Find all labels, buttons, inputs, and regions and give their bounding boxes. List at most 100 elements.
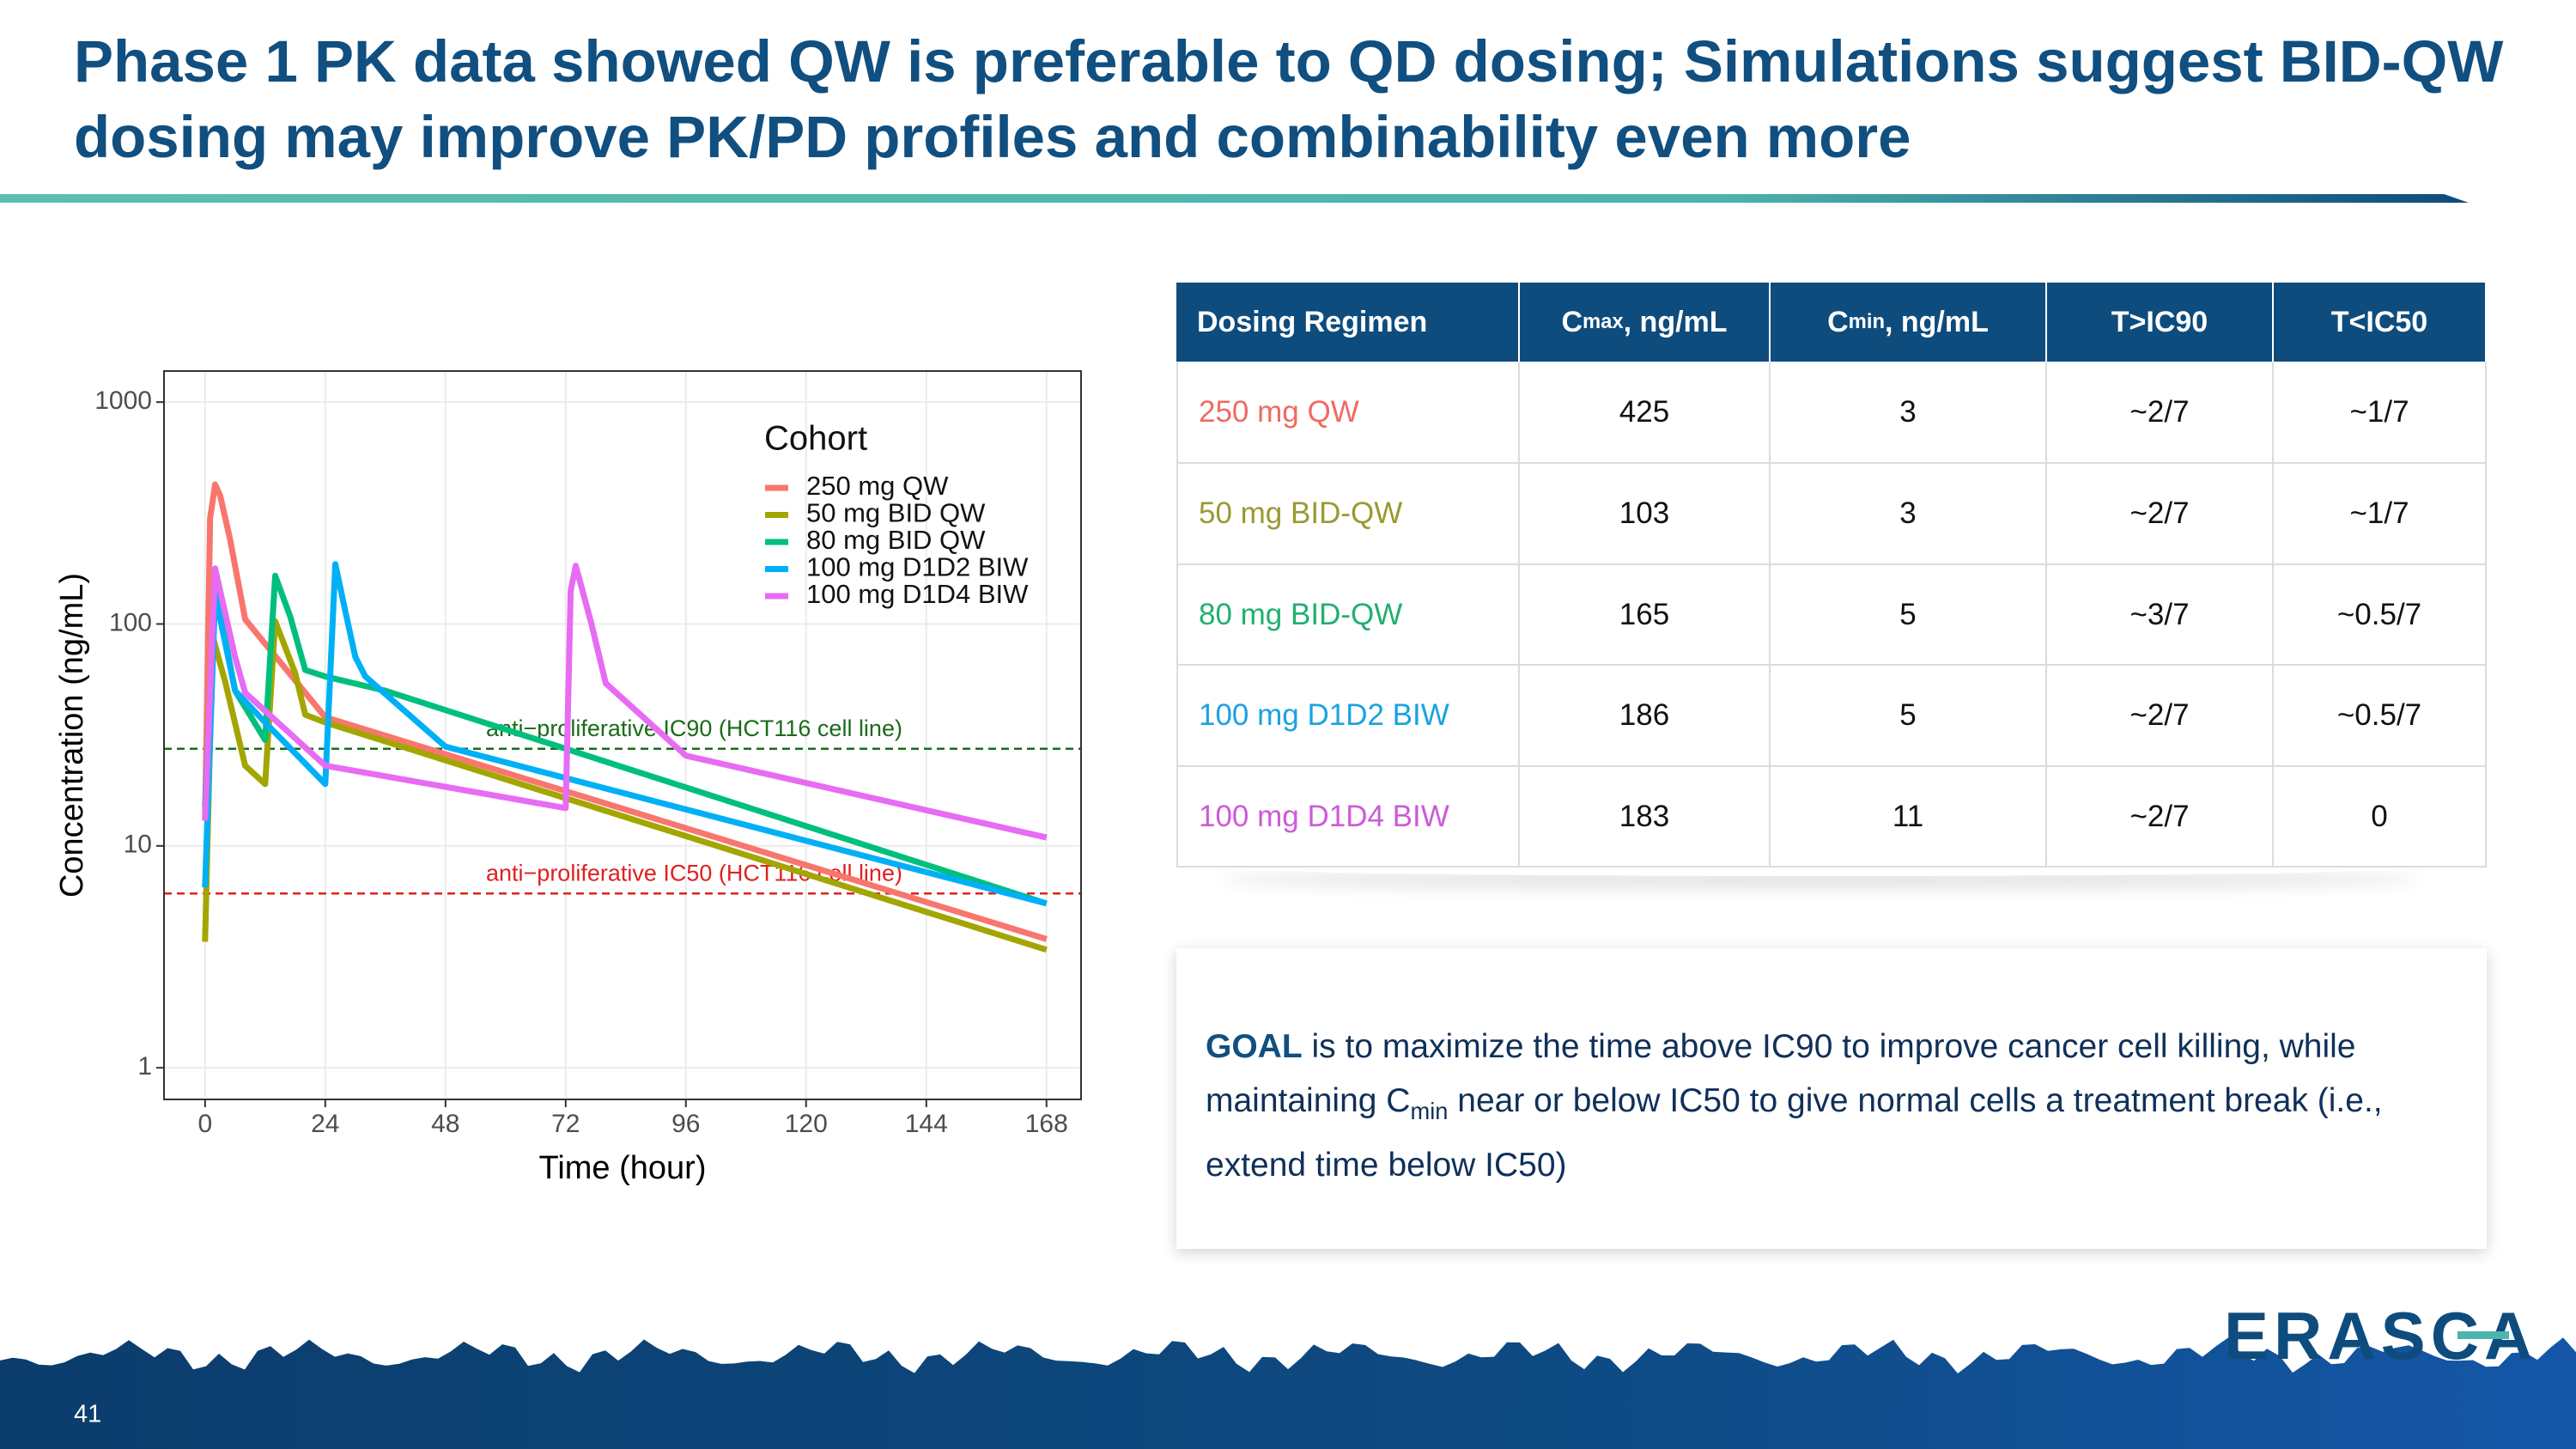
table-cell: 5 bbox=[1771, 666, 2047, 767]
table-cell: ~2/7 bbox=[2047, 767, 2274, 868]
goal-box: GOAL is to maximize the time above IC90 … bbox=[1176, 948, 2487, 1249]
header-subscript: max bbox=[1583, 310, 1624, 333]
header-text: , ng/mL bbox=[1623, 305, 1728, 338]
table-cell: 50 mg BID-QW bbox=[1176, 464, 1520, 565]
table-cell: 250 mg QW bbox=[1176, 362, 1520, 464]
table-header-cell: T>IC90 bbox=[2047, 283, 2274, 362]
cell-text: ~1/7 bbox=[2349, 394, 2409, 429]
header-text: C bbox=[1827, 305, 1849, 338]
reference-label: anti−proliferative IC90 (HCT116 cell lin… bbox=[486, 715, 902, 741]
cell-text: 165 bbox=[1619, 597, 1670, 631]
goal-sub: min bbox=[1410, 1097, 1449, 1124]
cell-text: ~3/7 bbox=[2129, 597, 2190, 631]
goal-text: is to maximize the time above IC90 to im… bbox=[1206, 1028, 2356, 1119]
table-cell: 103 bbox=[1520, 464, 1771, 565]
series-line bbox=[202, 561, 1048, 907]
table-cell: 165 bbox=[1520, 565, 1771, 666]
legend-label: 100 mg D1D4 BIW bbox=[806, 579, 1029, 609]
table-cell: 0 bbox=[2274, 767, 2487, 868]
cell-text: 250 mg QW bbox=[1199, 394, 1359, 429]
page-number: 41 bbox=[74, 1401, 101, 1428]
table-cell: ~0.5/7 bbox=[2274, 666, 2487, 767]
header-text: T<IC50 bbox=[2330, 305, 2428, 338]
cell-text: ~0.5/7 bbox=[2336, 597, 2422, 631]
cell-text: ~0.5/7 bbox=[2336, 698, 2422, 732]
slide-title: Phase 1 PK data showed QW is preferable … bbox=[74, 28, 2504, 170]
table-cell: ~1/7 bbox=[2274, 362, 2487, 464]
legend-label: 100 mg D1D2 BIW bbox=[806, 552, 1029, 582]
plot-panel bbox=[164, 371, 1081, 1099]
cell-text: 50 mg BID-QW bbox=[1199, 496, 1403, 530]
table-header-cell: Dosing Regimen bbox=[1176, 283, 1520, 362]
cell-text: 186 bbox=[1619, 698, 1670, 732]
cell-text: 5 bbox=[1899, 698, 1917, 732]
header-text: C bbox=[1561, 305, 1583, 338]
y-tick-label: 1000 bbox=[94, 387, 152, 415]
table-cell: 183 bbox=[1520, 767, 1771, 868]
table-cell: 80 mg BID-QW bbox=[1176, 565, 1520, 666]
cell-text: ~1/7 bbox=[2349, 496, 2409, 530]
footer: 41 bbox=[0, 1337, 2576, 1449]
table-cell: ~3/7 bbox=[2047, 565, 2274, 666]
table-cell: 100 mg D1D2 BIW bbox=[1176, 666, 1520, 767]
cell-text: 100 mg D1D2 BIW bbox=[1199, 698, 1449, 732]
table-cell: 186 bbox=[1520, 666, 1771, 767]
cell-text: 103 bbox=[1619, 496, 1670, 530]
cell-text: 100 mg D1D4 BIW bbox=[1199, 799, 1449, 833]
table-cell: ~2/7 bbox=[2047, 464, 2274, 565]
cell-text: ~2/7 bbox=[2129, 698, 2190, 732]
x-tick-label: 168 bbox=[1025, 1110, 1068, 1138]
table-cell: ~0.5/7 bbox=[2274, 565, 2487, 666]
header-subscript: min bbox=[1848, 310, 1885, 333]
legend-title: Cohort bbox=[764, 420, 867, 458]
cell-text: ~2/7 bbox=[2129, 394, 2190, 429]
footer-band bbox=[0, 1337, 2576, 1449]
cell-text: 3 bbox=[1899, 496, 1917, 530]
goal-text: near or below IC50 to give normal cells … bbox=[1206, 1082, 2383, 1184]
x-tick-label: 72 bbox=[551, 1110, 580, 1138]
x-tick-label: 0 bbox=[197, 1110, 212, 1138]
x-tick-label: 24 bbox=[311, 1110, 339, 1138]
cell-text: 5 bbox=[1899, 597, 1917, 631]
header-text: , ng/mL bbox=[1884, 305, 1989, 338]
table-cell: 425 bbox=[1520, 362, 1771, 464]
table-cell: 3 bbox=[1771, 464, 2047, 565]
table-cell: 3 bbox=[1771, 362, 2047, 464]
cell-text: ~2/7 bbox=[2129, 799, 2190, 833]
title-rule bbox=[0, 194, 2469, 203]
cell-text: 183 bbox=[1619, 799, 1670, 833]
table-cell: ~1/7 bbox=[2274, 464, 2487, 565]
x-tick-label: 96 bbox=[671, 1110, 700, 1138]
legend-label: 250 mg QW bbox=[806, 471, 949, 501]
cell-text: 3 bbox=[1899, 394, 1917, 429]
legend-label: 80 mg BID QW bbox=[806, 525, 986, 555]
table-header-cell: T<IC50 bbox=[2274, 283, 2487, 362]
goal-lead: GOAL bbox=[1206, 1028, 1303, 1065]
series-line bbox=[202, 563, 1048, 841]
x-tick-label: 144 bbox=[905, 1110, 948, 1138]
cell-text: 0 bbox=[2371, 799, 2388, 833]
cell-text: 80 mg BID-QW bbox=[1199, 597, 1403, 631]
logo-dash bbox=[2458, 1331, 2509, 1339]
y-tick-label: 10 bbox=[124, 831, 152, 859]
y-axis-label: Concentration (ng/mL) bbox=[54, 573, 90, 898]
x-axis-label: Time (hour) bbox=[539, 1150, 707, 1186]
y-tick-label: 100 bbox=[109, 608, 152, 636]
header-text: T>IC90 bbox=[2111, 305, 2208, 338]
table-cell: 100 mg D1D4 BIW bbox=[1176, 767, 1520, 868]
x-tick-label: 120 bbox=[785, 1110, 828, 1138]
cell-text: 425 bbox=[1619, 394, 1670, 429]
cell-text: 11 bbox=[1892, 799, 1924, 833]
y-tick-label: 1 bbox=[137, 1052, 152, 1081]
header-text: Dosing Regimen bbox=[1197, 305, 1428, 338]
table-cell: 11 bbox=[1771, 767, 2047, 868]
plot-border bbox=[163, 370, 1082, 1100]
cell-text: ~2/7 bbox=[2129, 496, 2190, 530]
table-cell: ~2/7 bbox=[2047, 666, 2274, 767]
table-cell: ~2/7 bbox=[2047, 362, 2274, 464]
legend-label: 50 mg BID QW bbox=[806, 498, 986, 528]
